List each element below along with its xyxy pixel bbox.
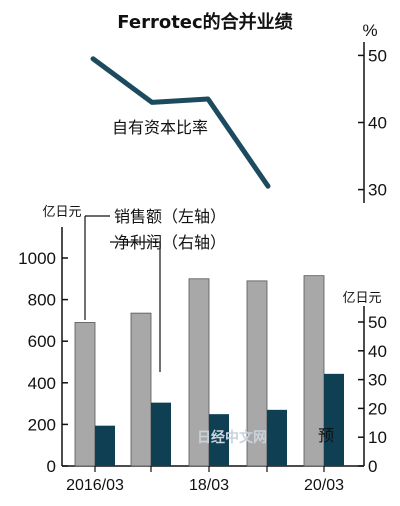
right-tick-label: 10 (368, 428, 387, 447)
equity-ratio-label: 自有资本比率 (112, 118, 208, 137)
left-tick-label: 600 (28, 332, 56, 351)
bar-sales-2019/03 (246, 280, 268, 467)
bar-profit-2019/03 (267, 409, 287, 466)
forecast-marker: 预 (318, 426, 334, 445)
left-tick-label: 800 (28, 291, 56, 310)
equity-ratio-line (90, 56, 271, 189)
right-tick-label: 20 (368, 399, 387, 418)
left-tick-label: 1000 (18, 249, 56, 268)
x-tick-label: 2016/03 (66, 477, 124, 494)
bar-sales-18/03 (188, 278, 210, 467)
bar-profit-18/03 (209, 414, 229, 466)
legend-sales: 销售额（左轴） (114, 207, 226, 226)
bar-sales-2016/03 (74, 322, 96, 467)
right-tick-label: 30 (368, 371, 387, 390)
legend-profit: 净利润（右轴） (114, 233, 226, 252)
bar-sales-2017/03 (130, 312, 152, 467)
right-axis-unit: 亿日元 (342, 291, 381, 306)
left-axis-unit: 亿日元 (42, 205, 81, 220)
left-tick-label: 0 (47, 457, 56, 476)
top-unit-label: % (362, 21, 377, 40)
bar-profit-2017/03 (151, 402, 171, 466)
right-tick-label: 40 (368, 342, 387, 361)
equity-ratio-chart: % 30 40 50 自有资本比率 (90, 21, 387, 203)
top-tick-label: 30 (368, 181, 387, 200)
bar-profit-20/03 (324, 373, 344, 466)
top-tick-label: 40 (368, 114, 387, 133)
right-tick-label: 0 (368, 457, 377, 476)
x-tick-label: 18/03 (189, 477, 229, 494)
x-tick-label: 20/03 (304, 477, 344, 494)
chart-title: Ferrotec的合并业绩 (117, 11, 292, 33)
left-tick-label: 400 (28, 374, 56, 393)
watermark-text: 日经中文网 (197, 429, 267, 446)
bar-profit-2016/03 (95, 425, 115, 466)
left-tick-label: 200 (28, 415, 56, 434)
sales-profit-chart: 亿日元 亿日元 销售额（左轴） 净利润（右轴） 0200400600800100… (18, 205, 387, 494)
top-tick-label: 50 (368, 46, 387, 65)
right-tick-label: 50 (368, 313, 387, 332)
bar-sales-20/03 (303, 275, 325, 467)
